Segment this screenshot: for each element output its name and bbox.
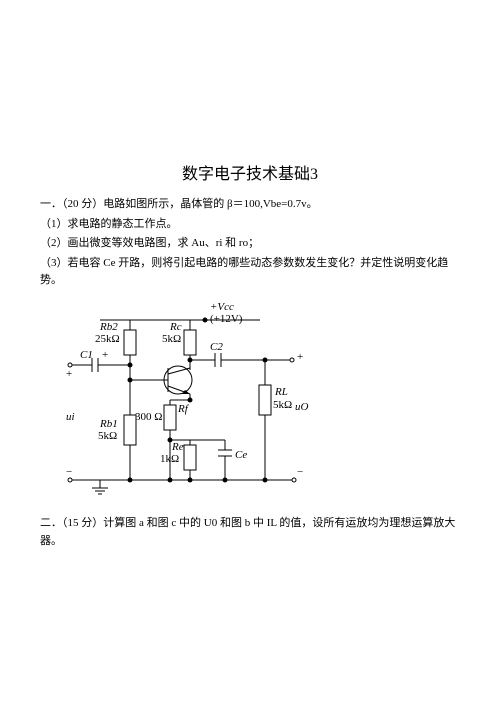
input-minus: − (66, 466, 72, 478)
rb1-value: 5kΩ (98, 430, 117, 442)
problem1-part1: （1）求电路的静态工作点。 (40, 216, 460, 234)
problem2-header: 二．（15 分）计算图 a 和图 c 中的 U0 和图 b 中 IL 的值，设所… (40, 515, 460, 550)
input-plus: + (66, 368, 72, 380)
vcc-label: +Vcc (210, 301, 234, 313)
output-minus: − (297, 466, 303, 478)
ce-label: Ce (235, 449, 247, 461)
circuit-svg: +Vcc (+12V) Rb2 25kΩ Rc 5kΩ + (60, 300, 360, 500)
rf-label: Rf (177, 403, 190, 415)
rl-value: 5kΩ (273, 399, 292, 411)
re-label: Re (171, 441, 184, 453)
c1-plus: + (102, 349, 108, 361)
rb1-label: Rb1 (99, 418, 118, 430)
output-label: uO (295, 401, 309, 413)
c2-label: C2 (210, 341, 223, 353)
rl-label: RL (274, 386, 288, 398)
rb2-label: Rb2 (99, 321, 118, 333)
problem1-part2: （2）画出微变等效电路图，求 Au、ri 和 ro； (40, 235, 460, 253)
rf-value: 300 Ω (135, 411, 162, 423)
rb2-value: 25kΩ (95, 333, 120, 345)
rc-label: Rc (169, 321, 182, 333)
vcc-value: (+12V) (210, 313, 243, 325)
input-label: ui (66, 411, 75, 423)
problem1-header: 一．（20 分）电路如图所示，晶体管的 β＝100,Vbe=0.7v。 (40, 196, 460, 214)
circuit-diagram: +Vcc (+12V) Rb2 25kΩ Rc 5kΩ + (60, 300, 360, 500)
output-plus: + (297, 351, 303, 363)
problem1-part3: （3）若电容 Ce 开路，则将引起电路的哪些动态参数数发生变化？并定性说明变化趋… (40, 255, 460, 290)
c1-label: C1 (80, 349, 93, 361)
page-content: 数字电子技术基础3 一．（20 分）电路如图所示，晶体管的 β＝100,Vbe=… (40, 160, 460, 552)
rc-value: 5kΩ (162, 333, 181, 345)
page-title: 数字电子技术基础3 (40, 160, 460, 184)
